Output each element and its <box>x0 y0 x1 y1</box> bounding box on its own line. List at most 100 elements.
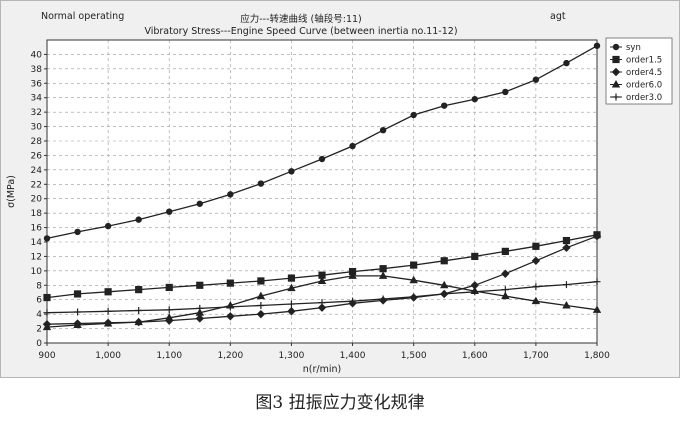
y-tick-label: 34 <box>31 94 43 104</box>
data-point <box>378 271 388 279</box>
data-point <box>501 269 510 278</box>
data-point <box>104 288 112 296</box>
legend-label: order6.0 <box>626 81 662 91</box>
data-point <box>288 168 295 175</box>
data-point <box>257 180 265 187</box>
data-point <box>196 304 204 312</box>
data-point <box>592 305 602 313</box>
status-label: Normal operating <box>41 11 125 22</box>
chart-plot: 0246810121416182022242628303234363840900… <box>6 37 673 375</box>
x-tick-label: 1,500 <box>401 351 427 361</box>
data-point <box>502 88 509 96</box>
data-point <box>471 252 479 261</box>
data-point <box>532 76 540 83</box>
data-point <box>593 42 601 49</box>
chart-code-label: agt <box>550 11 566 22</box>
data-point <box>348 271 357 279</box>
data-point <box>532 283 540 291</box>
y-tick-label: 32 <box>31 108 42 118</box>
figure-caption: 图3 扭振应力变化规律 <box>255 393 425 413</box>
data-point <box>196 281 204 289</box>
data-point <box>470 281 479 290</box>
series-order1-5 <box>43 231 601 302</box>
data-point <box>104 307 112 315</box>
y-tick-label: 6 <box>36 296 42 306</box>
data-point <box>196 200 203 207</box>
data-point <box>318 155 326 163</box>
data-point <box>349 142 356 150</box>
y-tick-label: 24 <box>31 166 43 176</box>
y-tick-label: 12 <box>31 252 42 262</box>
data-point <box>562 300 571 309</box>
series-order4-5 <box>42 232 602 329</box>
legend-label: order3.0 <box>626 93 662 103</box>
y-tick-label: 26 <box>31 151 43 161</box>
y-tick-label: 14 <box>31 238 43 248</box>
legend-marker <box>611 80 621 88</box>
data-point <box>74 228 81 236</box>
data-point <box>318 271 326 279</box>
data-point <box>73 290 82 298</box>
data-point <box>103 319 113 327</box>
data-point <box>349 297 357 305</box>
y-tick-label: 28 <box>31 137 43 147</box>
series-syn <box>43 42 601 242</box>
data-point <box>135 286 143 294</box>
data-point <box>226 303 234 311</box>
data-point <box>317 276 327 284</box>
data-point <box>531 256 541 265</box>
y-tick-label: 40 <box>31 50 43 60</box>
data-point <box>440 290 448 298</box>
data-point <box>256 291 266 300</box>
data-point <box>135 216 142 223</box>
data-point <box>257 301 265 309</box>
data-point <box>256 309 266 319</box>
x-tick-label: 1,700 <box>523 351 549 361</box>
data-point <box>441 102 448 109</box>
data-point <box>318 299 326 307</box>
data-point <box>379 126 387 134</box>
x-axis-label: n(r/min) <box>303 364 341 375</box>
x-tick-label: 1,100 <box>156 351 182 361</box>
data-point <box>287 307 296 316</box>
y-tick-label: 2 <box>36 325 42 335</box>
y-axis-label: σ(MPa) <box>6 175 17 208</box>
data-point <box>471 95 478 103</box>
y-tick-label: 36 <box>31 79 43 89</box>
data-point <box>501 247 509 255</box>
data-point <box>43 293 51 302</box>
data-point <box>73 320 82 328</box>
y-tick-label: 30 <box>31 123 43 133</box>
data-point <box>165 313 174 321</box>
data-point <box>379 265 387 273</box>
y-tick-label: 0 <box>36 339 42 349</box>
data-point <box>257 277 265 285</box>
legend-marker <box>611 67 621 77</box>
data-point <box>379 295 387 303</box>
legend-marker <box>612 43 620 51</box>
data-point <box>134 317 143 326</box>
data-point <box>287 283 296 292</box>
x-tick-label: 1,800 <box>584 351 610 361</box>
y-tick-label: 16 <box>31 224 43 234</box>
data-point <box>410 111 417 119</box>
data-point <box>43 235 51 242</box>
data-point <box>166 208 173 215</box>
legend-item: syn <box>610 43 641 53</box>
data-point <box>317 303 327 312</box>
chart-title: 应力---转速曲线 (轴段号:11) <box>240 14 362 25</box>
y-tick-label: 18 <box>31 209 43 219</box>
data-point <box>226 279 234 287</box>
legend-item: order6.0 <box>610 80 662 91</box>
data-point <box>501 291 510 300</box>
legend-item: order4.5 <box>610 67 662 78</box>
legend-label: syn <box>626 43 641 53</box>
data-point <box>410 261 418 269</box>
series-order3-0 <box>43 278 601 317</box>
data-point <box>165 306 173 314</box>
y-tick-label: 22 <box>31 180 42 190</box>
data-point <box>592 232 602 241</box>
axes-frame <box>46 39 598 344</box>
y-tick-label: 20 <box>31 195 43 205</box>
legend-label: order4.5 <box>626 68 662 78</box>
